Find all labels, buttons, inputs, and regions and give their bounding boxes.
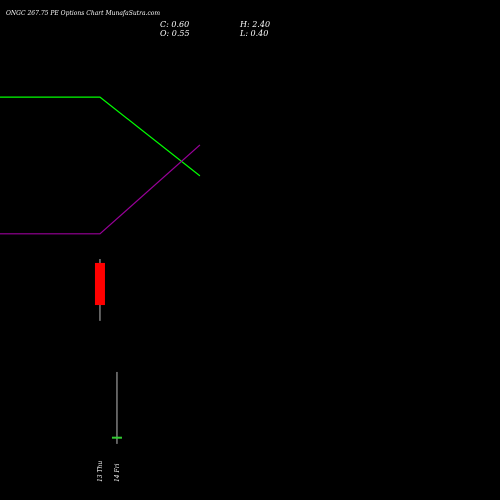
average-line bbox=[0, 96, 201, 177]
close-label: C: 0.60 bbox=[160, 20, 189, 29]
low-label: L: 0.40 bbox=[239, 29, 268, 38]
candle-body bbox=[94, 262, 105, 306]
candle-body bbox=[111, 436, 122, 439]
high-label: H: 2.40 bbox=[239, 20, 270, 29]
chart-title: ONGC 267.75 PE Options Chart MunafaSutra… bbox=[6, 10, 160, 17]
average-line bbox=[0, 144, 201, 235]
x-tick-label: 13 Thu bbox=[97, 461, 104, 482]
open-label: O: 0.55 bbox=[160, 29, 190, 38]
x-tick-label: 14 Fri bbox=[114, 463, 121, 482]
